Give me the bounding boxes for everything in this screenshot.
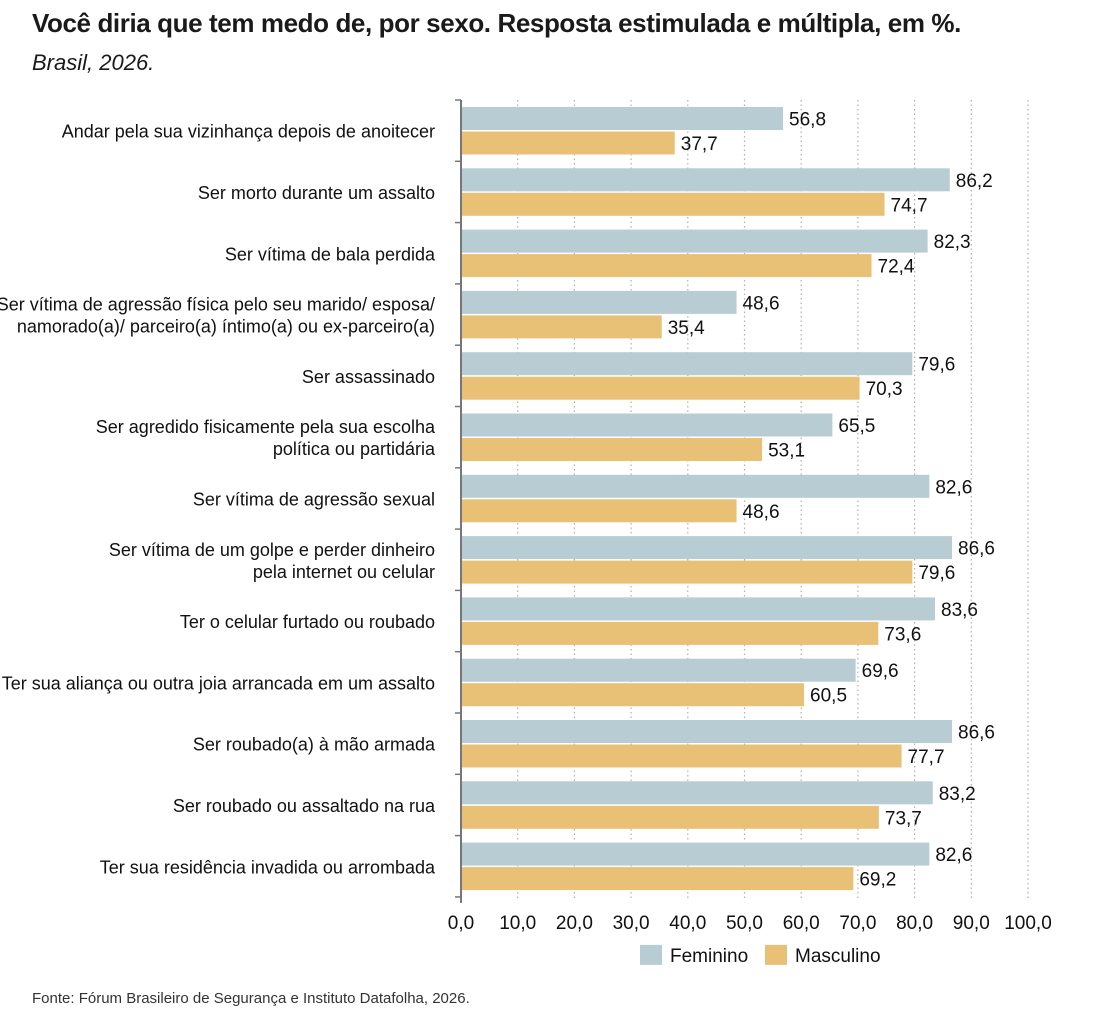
bar-feminino <box>461 474 930 498</box>
value-label-masculino: 60,5 <box>810 686 847 707</box>
bar-masculino <box>461 621 879 645</box>
value-label-feminino: 83,6 <box>941 600 978 621</box>
bar-masculino <box>461 254 872 278</box>
x-tick-label: 20,0 <box>556 913 593 934</box>
bar-masculino <box>461 192 885 216</box>
value-label-feminino: 86,6 <box>958 539 995 560</box>
bar-masculino <box>461 744 902 768</box>
category-label: Ser agredido fisicamente pela sua escolh… <box>96 417 436 437</box>
chart-title: Você diria que tem medo de, por sexo. Re… <box>32 8 961 38</box>
value-label-masculino: 35,4 <box>668 318 705 339</box>
bar-feminino <box>461 229 928 253</box>
category-label: Ser roubado ou assaltado na rua <box>173 796 436 816</box>
category-label: Ser assassinado <box>302 367 435 387</box>
bar-masculino <box>461 315 662 339</box>
category-label: Ter sua aliança ou outra joia arrancada … <box>2 673 435 693</box>
value-label-masculino: 77,7 <box>908 747 945 768</box>
category-label: Ser vítima de um golpe e perder dinheiro <box>109 540 435 560</box>
bar-masculino <box>461 867 854 891</box>
category-label: namorado(a)/ parceiro(a) íntimo(a) ou ex… <box>17 317 435 337</box>
value-label-masculino: 48,6 <box>743 502 780 523</box>
bar-masculino <box>461 560 913 584</box>
category-label: Ser vítima de agressão sexual <box>193 489 435 509</box>
value-label-feminino: 86,2 <box>956 171 993 192</box>
value-label-feminino: 83,2 <box>939 784 976 805</box>
category-label: Ser vítima de bala perdida <box>225 244 436 264</box>
value-label-feminino: 82,6 <box>935 477 972 498</box>
legend-label-masculino: Masculino <box>795 946 881 967</box>
value-label-feminino: 48,6 <box>743 293 780 314</box>
x-tick-label: 0,0 <box>448 913 474 934</box>
x-tick-label: 60,0 <box>783 913 820 934</box>
x-tick-label: 50,0 <box>726 913 763 934</box>
bar-feminino <box>461 168 950 192</box>
category-label: Ser roubado(a) à mão armada <box>193 735 436 755</box>
x-tick-label: 40,0 <box>669 913 706 934</box>
bar-feminino <box>461 107 784 130</box>
value-label-masculino: 73,6 <box>884 624 921 645</box>
x-tick-label: 100,0 <box>1004 913 1052 934</box>
bar-feminino <box>461 536 953 560</box>
category-label: Ter o celular furtado ou roubado <box>180 612 435 632</box>
bar-feminino <box>461 842 930 866</box>
value-label-masculino: 37,7 <box>681 134 718 155</box>
bar-masculino <box>461 683 805 707</box>
bar-feminino <box>461 720 953 743</box>
bar-feminino <box>461 290 737 314</box>
category-label: Ter sua residência invadida ou arrombada <box>100 857 436 877</box>
category-label: política ou partidária <box>273 439 436 459</box>
value-label-masculino: 79,6 <box>918 563 955 584</box>
bar-feminino <box>461 413 833 437</box>
source-note: Fonte: Fórum Brasileiro de Segurança e I… <box>32 990 470 1007</box>
value-label-feminino: 65,5 <box>838 416 875 437</box>
legend-swatch-masculino <box>765 944 787 965</box>
x-tick-label: 80,0 <box>896 913 933 934</box>
legend-label-feminino: Feminino <box>670 946 748 967</box>
value-label-masculino: 69,2 <box>859 870 896 891</box>
value-label-masculino: 53,1 <box>768 441 805 462</box>
category-label: Ser morto durante um assalto <box>198 183 435 203</box>
value-label-feminino: 86,6 <box>958 723 995 744</box>
x-tick-label: 30,0 <box>613 913 650 934</box>
value-label-feminino: 79,6 <box>918 355 955 376</box>
value-label-masculino: 74,7 <box>891 195 928 216</box>
value-label-masculino: 72,4 <box>878 257 915 278</box>
value-label-masculino: 70,3 <box>866 379 903 400</box>
category-label: Andar pela sua vizinhança depois de anoi… <box>62 122 435 142</box>
bar-masculino <box>461 438 763 461</box>
x-tick-label: 90,0 <box>953 913 990 934</box>
x-tick-label: 70,0 <box>839 913 876 934</box>
value-label-feminino: 56,8 <box>789 110 826 131</box>
legend-swatch-feminino <box>640 944 662 965</box>
bar-feminino <box>461 658 856 682</box>
value-label-feminino: 82,3 <box>934 232 971 253</box>
bar-masculino <box>461 499 737 523</box>
bar-masculino <box>461 805 879 829</box>
value-label-masculino: 73,7 <box>885 808 922 829</box>
category-label: pela internet ou celular <box>253 562 435 582</box>
bar-feminino <box>461 597 936 621</box>
chart-subtitle: Brasil, 2026. <box>32 50 155 75</box>
bar-masculino <box>461 376 860 400</box>
value-label-feminino: 69,6 <box>862 661 899 682</box>
value-label-feminino: 82,6 <box>935 845 972 866</box>
bar-feminino <box>461 352 913 376</box>
category-label: Ser vítima de agressão física pelo seu m… <box>0 295 435 315</box>
x-tick-label: 10,0 <box>499 913 536 934</box>
bar-feminino <box>461 781 933 805</box>
bar-masculino <box>461 131 675 155</box>
